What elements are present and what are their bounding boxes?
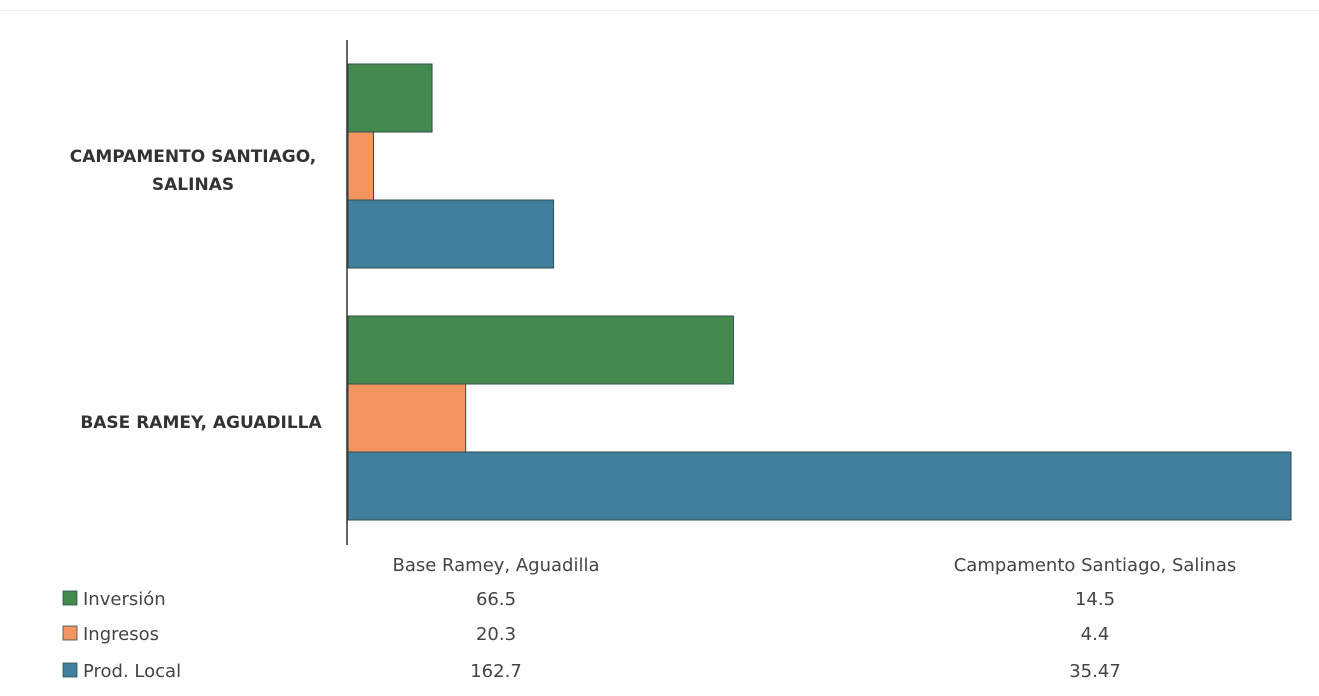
legend-label-prod_local: Prod. Local xyxy=(83,661,181,682)
table-value-inversion-1: 14.5 xyxy=(1075,589,1115,610)
legend-swatch-prod_local xyxy=(62,662,78,678)
bar-inversion-0 xyxy=(347,315,734,385)
bars-group xyxy=(347,63,1292,521)
table-value-prod_local-0: 162.7 xyxy=(470,661,522,682)
bar-inversion-1 xyxy=(347,63,433,133)
bar-prod_local-0 xyxy=(347,451,1292,521)
table-value-inversion-0: 66.5 xyxy=(476,589,516,610)
data-table: Base Ramey, Aguadilla Campamento Santiago… xyxy=(62,555,1237,682)
bar-ingresos-1 xyxy=(347,131,375,201)
category-label-1-line-1: SALINAS xyxy=(152,175,234,195)
bar-prod_local-1 xyxy=(347,199,555,269)
table-value-prod_local-1: 35.47 xyxy=(1069,661,1121,682)
table-column-header-0: Base Ramey, Aguadilla xyxy=(392,555,599,576)
bar-ingresos-0 xyxy=(347,383,467,453)
category-label-0-line-0: BASE RAMEY, AGUADILLA xyxy=(80,413,322,433)
category-label-1-line-0: CAMPAMENTO SANTIAGO, xyxy=(70,147,317,167)
table-value-ingresos-0: 20.3 xyxy=(476,624,516,645)
legend-label-inversion: Inversión xyxy=(83,589,166,610)
table-column-header-1: Campamento Santiago, Salinas xyxy=(954,555,1237,576)
top-divider xyxy=(0,10,1319,11)
legend-label-ingresos: Ingresos xyxy=(83,624,159,645)
category-labels-group: BASE RAMEY, AGUADILLA CAMPAMENTO SANTIAGO… xyxy=(70,147,323,433)
legend-swatch-ingresos xyxy=(62,625,78,641)
legend-swatch-inversion xyxy=(62,590,78,606)
table-value-ingresos-1: 4.4 xyxy=(1081,624,1110,645)
